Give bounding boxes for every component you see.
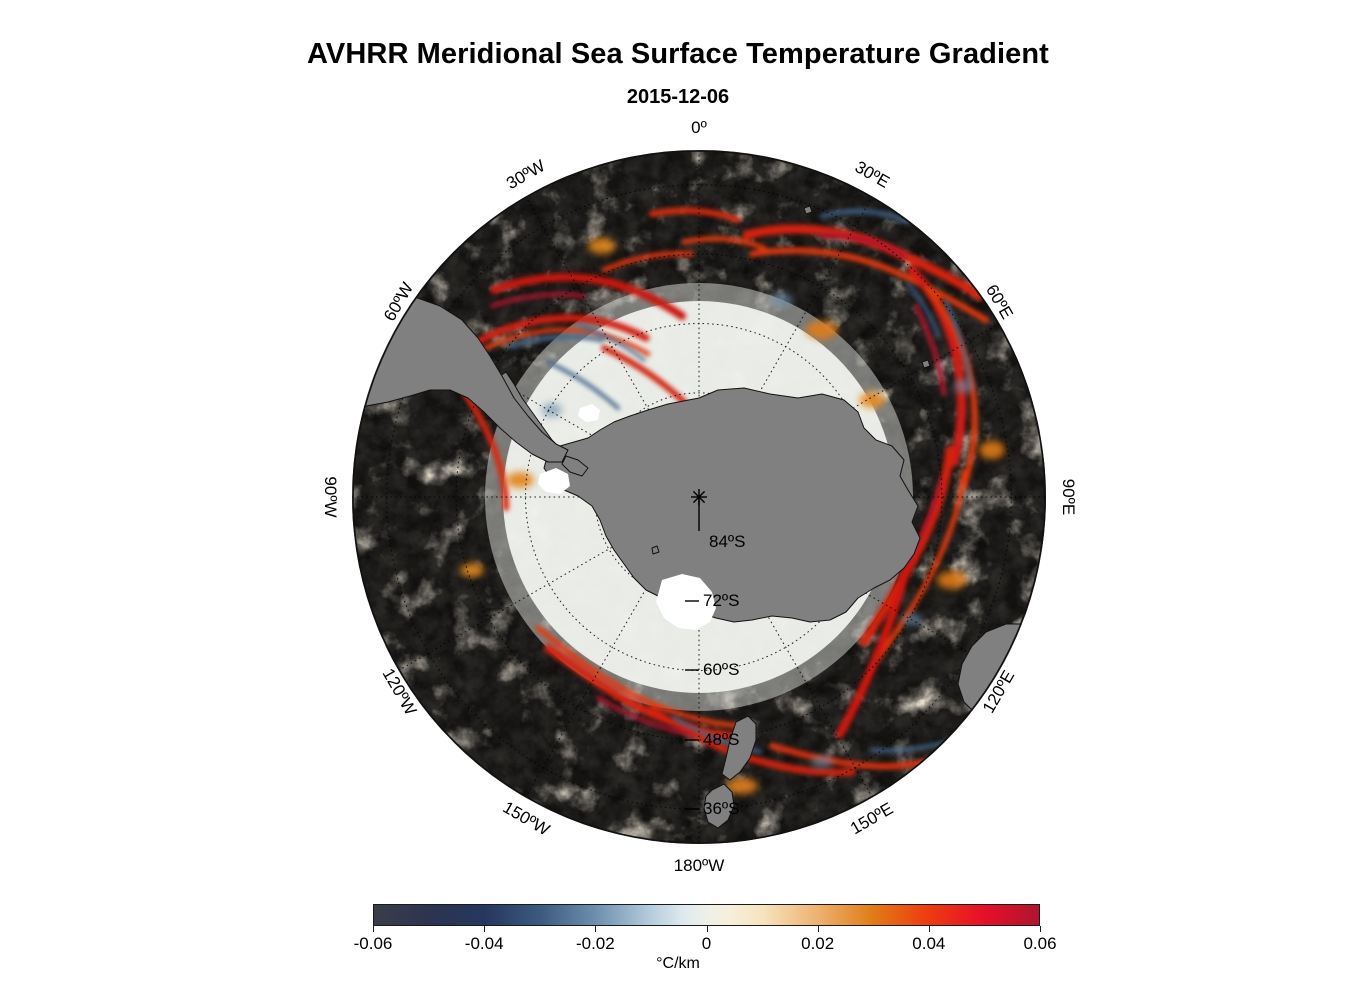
colorbar-tick-label: 0.06 [1023, 934, 1057, 953]
lat-label-36s: 36ºS [703, 799, 740, 818]
lon-label-0: 0º [691, 118, 707, 137]
colorbar-tick-label: 0.02 [801, 934, 835, 953]
colorbar-tick [595, 926, 597, 932]
colorbar-tick-label: 0.04 [912, 934, 946, 953]
colorbar-tick [373, 926, 374, 932]
colorbar-tick [817, 926, 819, 932]
colorbar-tick [928, 926, 930, 932]
lon-label-90w: 90ºW [321, 476, 340, 518]
colorbar[interactable]: -0.06 -0.04 -0.02 0 0.02 0.04 0.06 [354, 904, 1057, 953]
colorbar-gradient [373, 904, 1040, 926]
colorbar-tick [484, 926, 486, 932]
colorbar-tick-label: 0 [701, 934, 712, 953]
latitude-ticks [685, 497, 700, 810]
lon-label-180w: 180ºW [673, 856, 725, 875]
lat-label-60s: 60ºS [703, 660, 740, 679]
colorbar-tick-label: -0.04 [464, 934, 504, 953]
map-data-layer [352, 150, 1046, 844]
lon-label-90e: 90ºE [1059, 478, 1078, 516]
colorbar-unit-label: °C/km [656, 955, 700, 972]
figure-subtitle: 2015-12-06 [626, 86, 730, 108]
colorbar-tick-label: -0.02 [575, 934, 615, 953]
colorbar-tick-label: -0.06 [353, 934, 393, 953]
map-svg [352, 150, 1046, 844]
lat-label-72s: 72ºS [703, 591, 740, 610]
lat-label-48s: 48ºS [703, 730, 740, 749]
lat-label-84s: 84ºS [709, 532, 746, 551]
ice-shelf-polygons [538, 404, 716, 630]
map-boundary-circle [352, 150, 1046, 844]
colorbar-tick [706, 926, 708, 932]
figure-title: AVHRR Meridional Sea Surface Temperature… [307, 38, 1049, 70]
colorbar-tick [1040, 926, 1041, 932]
polar-stereographic-map: 0º 30ºE 60ºE 90ºE 120ºE 150ºE 180ºW 150º… [321, 118, 1078, 875]
